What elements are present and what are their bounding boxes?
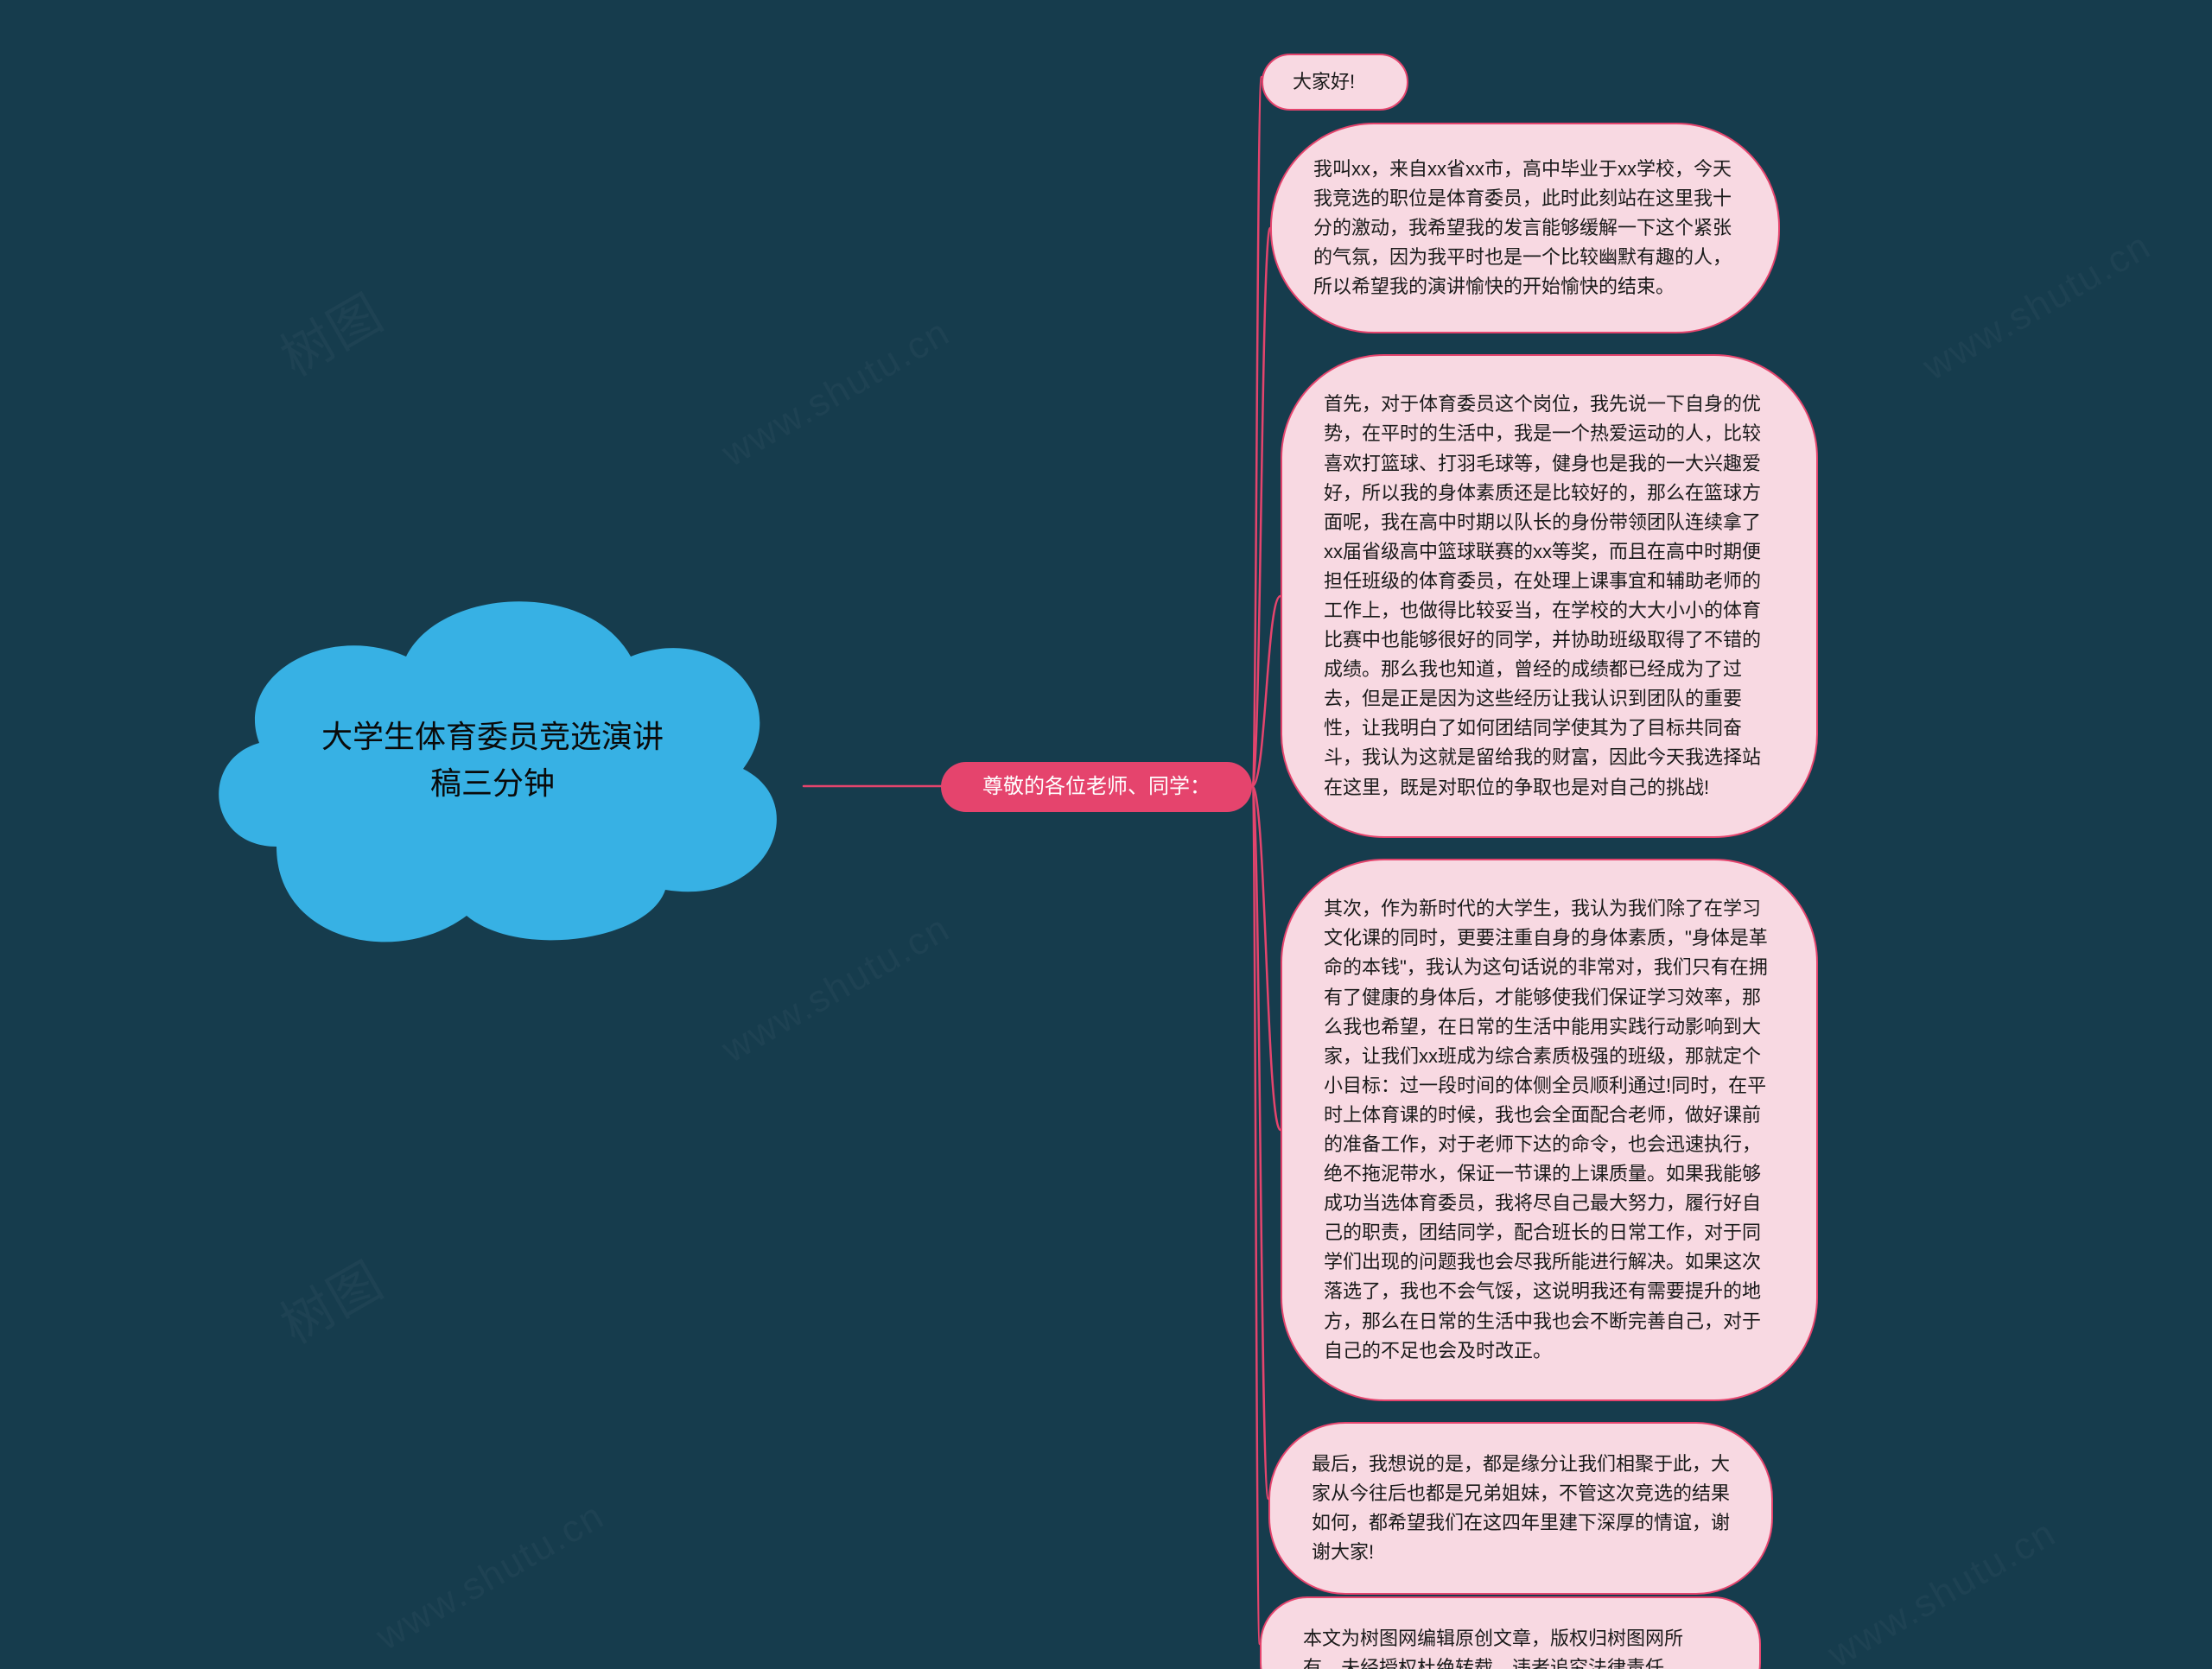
leaf-node: 首先，对于体育委员这个岗位，我先说一下自身的优势，在平时的生活中，我是一个热爱运… — [1281, 354, 1818, 838]
leaf-node: 其次，作为新时代的大学生，我认为我们除了在学习文化课的同时，更要注重自身的身体素… — [1281, 859, 1818, 1401]
leaf-node: 最后，我想说的是，都是缘分让我们相聚于此，大家从今往后也都是兄弟姐妹，不管这次竞… — [1268, 1422, 1773, 1595]
leaf-node-text: 大家好! — [1293, 67, 1355, 97]
leaf-node-text: 最后，我想说的是，都是缘分让我们相聚于此，大家从今往后也都是兄弟姐妹，不管这次竞… — [1312, 1450, 1730, 1567]
mid-node: 尊敬的各位老师、同学： — [941, 762, 1252, 812]
leaf-node: 我叫xx，来自xx省xx市，高中毕业于xx学校，今天我竞选的职位是体育委员，此时… — [1270, 123, 1780, 333]
leaf-node-text: 首先，对于体育委员这个岗位，我先说一下自身的优势，在平时的生活中，我是一个热爱运… — [1324, 390, 1775, 802]
leaf-node-text: 本文为树图网编辑原创文章，版权归树图网所有，未经授权杜绝转载，违者追究法律责任。 — [1303, 1624, 1718, 1669]
leaf-node: 本文为树图网编辑原创文章，版权归树图网所有，未经授权杜绝转载，违者追究法律责任。 — [1260, 1596, 1761, 1669]
leaf-node: 大家好! — [1262, 54, 1408, 111]
leaf-node-text: 我叫xx，来自xx省xx市，高中毕业于xx学校，今天我竞选的职位是体育委员，此时… — [1313, 155, 1737, 301]
root-node-label: 大学生体育委员竞选演讲 稿三分钟 — [321, 714, 664, 807]
mindmap-canvas: 树图www.shutu.cn树图www.shutu.cn树图www.shutu.… — [0, 0, 2212, 1669]
mid-node-label: 尊敬的各位老师、同学： — [982, 771, 1211, 803]
leaf-node-text: 其次，作为新时代的大学生，我认为我们除了在学习文化课的同时，更要注重自身的身体素… — [1324, 894, 1775, 1366]
root-node-cloud: 大学生体育委员竞选演讲 稿三分钟 — [181, 562, 804, 959]
